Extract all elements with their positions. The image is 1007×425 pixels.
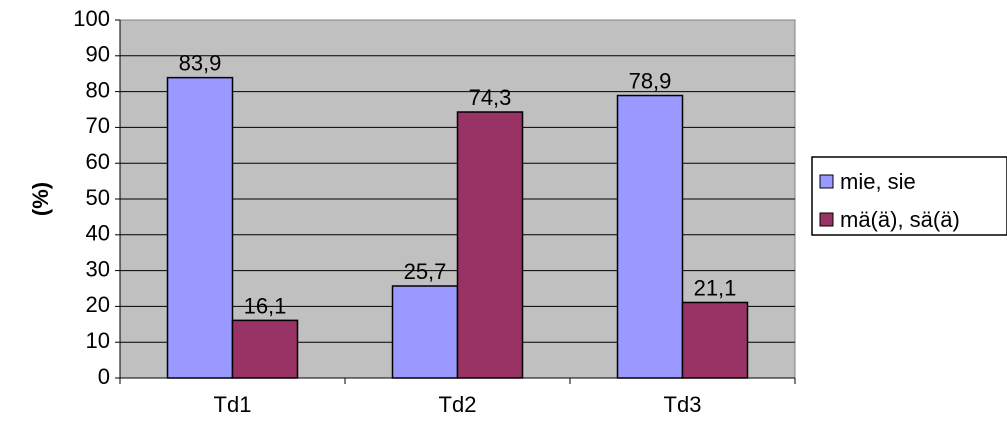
bar <box>681 301 749 379</box>
legend-label-mie-sie: mie, sie <box>840 169 916 194</box>
y-axis-ticks: 0 10 20 30 40 50 60 70 80 90 100 <box>73 6 120 389</box>
bars <box>166 76 749 379</box>
y-tick-label: 90 <box>86 42 110 67</box>
legend: mie, sie mä(ä), sä(ä) <box>811 156 1007 236</box>
data-label: 78,9 <box>629 69 672 94</box>
data-label: 74,3 <box>469 85 512 110</box>
y-tick-label: 100 <box>73 6 110 31</box>
y-tick-label: 10 <box>86 328 110 353</box>
bar <box>456 111 524 379</box>
legend-swatch-maa-saa <box>819 212 834 227</box>
bar <box>166 76 234 379</box>
data-label: 21,1 <box>694 275 737 300</box>
y-tick-label: 40 <box>86 221 110 246</box>
y-tick-label: 20 <box>86 292 110 317</box>
bar <box>391 285 459 379</box>
x-tick-label: Td3 <box>664 392 702 417</box>
bar <box>231 319 299 379</box>
data-label: 16,1 <box>244 293 287 318</box>
data-label: 25,7 <box>404 259 447 284</box>
x-axis-ticks: Td1 Td2 Td3 <box>119 378 796 417</box>
y-tick-label: 60 <box>86 149 110 174</box>
bar <box>616 94 684 379</box>
y-tick-label: 80 <box>86 77 110 102</box>
y-tick-label: 0 <box>98 364 110 389</box>
y-tick-label: 30 <box>86 256 110 281</box>
legend-swatch-mie-sie <box>819 174 834 189</box>
y-axis-label: (%) <box>28 182 53 216</box>
y-tick-label: 50 <box>86 185 110 210</box>
y-tick-label: 70 <box>86 113 110 138</box>
legend-box <box>811 156 1007 236</box>
data-labels: 83,9 16,1 25,7 74,3 78,9 21,1 <box>179 51 737 319</box>
legend-label-maa-saa: mä(ä), sä(ä) <box>840 207 960 232</box>
x-tick-label: Td2 <box>439 392 477 417</box>
x-tick-label: Td1 <box>214 392 252 417</box>
data-label: 83,9 <box>179 51 222 76</box>
